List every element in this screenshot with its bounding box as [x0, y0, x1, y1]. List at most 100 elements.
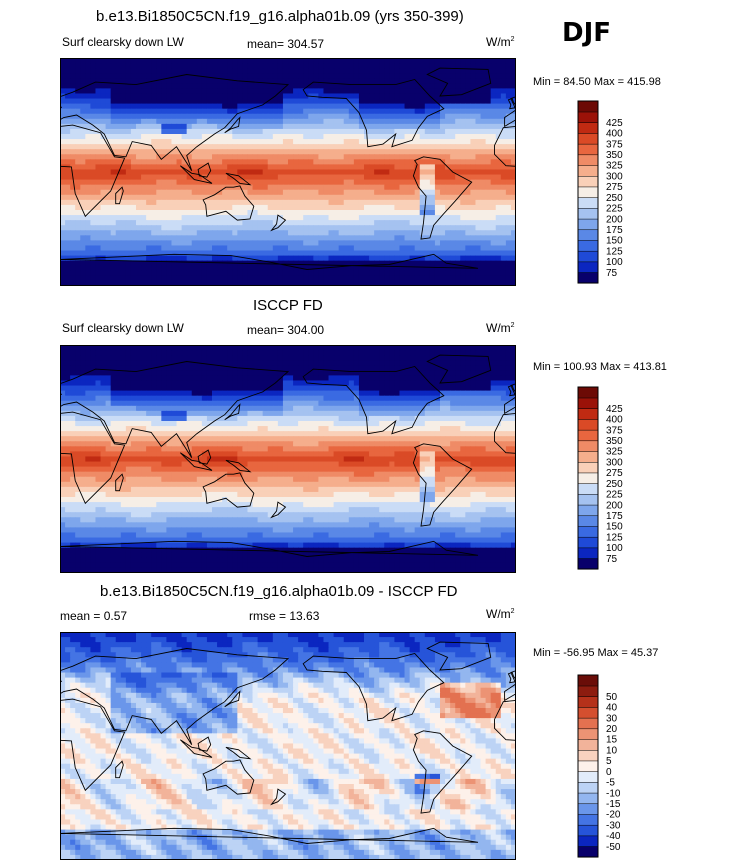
map-cell [434, 134, 441, 140]
map-cell [176, 220, 183, 226]
map-cell [212, 118, 218, 125]
map-cell [369, 139, 375, 145]
map-cell [156, 345, 162, 351]
map-cell [429, 93, 436, 100]
map-cell [90, 355, 97, 361]
map-cell [384, 355, 390, 361]
map-cell [75, 63, 81, 69]
map-cell [404, 93, 411, 100]
map-cell [130, 159, 137, 165]
map-cell [384, 245, 390, 252]
map-cell [196, 255, 203, 262]
map-cell [353, 275, 360, 282]
map-cell [227, 345, 233, 351]
map-cell [191, 98, 198, 105]
map-cell [100, 68, 107, 74]
map-cell [348, 390, 355, 397]
map-cell [399, 210, 406, 216]
map-cell [364, 225, 370, 231]
map-cell [232, 73, 238, 79]
map-cell [318, 260, 325, 267]
map-cell [333, 245, 340, 252]
map-cell [257, 390, 264, 397]
map-cell [328, 265, 335, 272]
map-cell [500, 63, 507, 69]
map-cell [429, 144, 436, 150]
map-cell [510, 199, 516, 206]
map-cell [414, 215, 421, 221]
map-cell [434, 375, 441, 382]
map-cell [252, 58, 259, 64]
map-cell [288, 128, 294, 135]
map-cell [450, 83, 456, 89]
map-cell [394, 139, 401, 145]
map-cell [338, 204, 345, 211]
map-cell [262, 204, 269, 211]
map-cell [222, 108, 228, 115]
map-cell [151, 144, 157, 150]
map-cell [206, 83, 213, 89]
map-cell [455, 139, 461, 145]
map-cell [409, 204, 416, 211]
map-cell [424, 78, 431, 84]
map-cell [282, 134, 289, 140]
map-cell [201, 144, 208, 150]
map-cell [141, 174, 147, 181]
map-cell [343, 380, 350, 387]
map-cell [369, 270, 375, 277]
map-cell [313, 240, 319, 247]
map-cell [277, 149, 284, 155]
map-cell [237, 390, 243, 397]
map-cell [242, 154, 249, 160]
map-cell [379, 108, 385, 115]
map-cell [475, 245, 482, 252]
map-cell [257, 365, 264, 371]
map-cell [293, 164, 299, 171]
map-cell [495, 220, 502, 226]
map-cell [369, 88, 375, 95]
map-cell [338, 108, 345, 115]
map-cell [389, 275, 395, 282]
map-cell [313, 215, 319, 221]
map-cell [323, 250, 330, 257]
map-cell [475, 144, 482, 150]
map-cell [156, 245, 162, 252]
map-cell [257, 73, 264, 79]
map-cell [414, 169, 421, 176]
map-cell [272, 390, 279, 397]
map-cell [475, 134, 482, 140]
map-cell [267, 275, 274, 282]
map-cell [100, 113, 107, 120]
map-cell [115, 134, 122, 140]
map-cell [217, 149, 223, 155]
map-cell [237, 113, 243, 120]
map-cell [100, 194, 107, 201]
map-cell [318, 210, 325, 216]
map-cell [328, 83, 335, 89]
map-cell [485, 58, 492, 64]
map-cell [353, 220, 360, 226]
map-cell [364, 83, 370, 89]
map-cell [85, 345, 91, 351]
map-cell [232, 240, 238, 247]
map-cell [242, 370, 249, 376]
map-cell [293, 250, 299, 257]
map-cell [495, 139, 502, 145]
map-cell [151, 194, 157, 201]
map-cell [222, 88, 228, 95]
map-cell [130, 194, 137, 201]
map-cell [212, 255, 218, 262]
map-cell [369, 108, 375, 115]
map-cell [60, 88, 66, 95]
map-cell [475, 139, 482, 145]
map-cell [90, 270, 97, 277]
map-cell [379, 280, 385, 286]
map-cell [348, 179, 355, 186]
map-cell [242, 88, 249, 95]
map-cell [151, 385, 157, 392]
map-cell [141, 375, 147, 382]
map-cell [369, 255, 375, 262]
map-cell [110, 68, 117, 74]
map-cell [100, 108, 107, 115]
map-cell [217, 154, 223, 160]
